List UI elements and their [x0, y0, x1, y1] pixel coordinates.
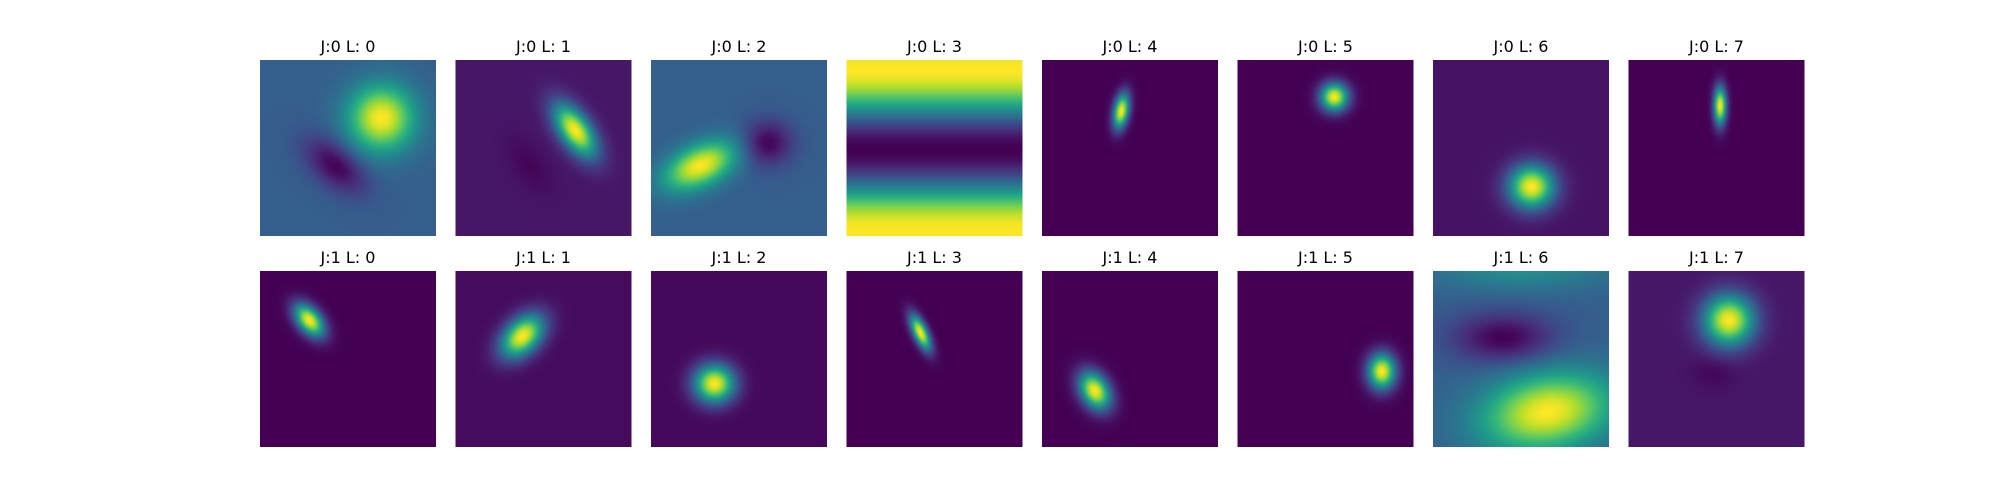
- panel-title: J:0 L: 0: [320, 37, 376, 56]
- heatmap-panel-3: [846, 60, 1023, 236]
- panel-title: J:1 L: 3: [906, 248, 962, 267]
- panel-title: J:1 L: 0: [320, 248, 376, 267]
- heatmap-panel-13: [1237, 271, 1414, 447]
- panel-title: J:0 L: 3: [906, 37, 962, 56]
- heatmap-panel-11: [846, 271, 1023, 447]
- panel-title: J:1 L: 6: [1493, 248, 1549, 267]
- panels-group: J:0 L: 0 J:0 L: 1 J:0 L: 2 J:0 L: 3 J:0 L: 4…: [260, 37, 1805, 447]
- heatmap-panel-5: [1237, 60, 1414, 236]
- panel-title: J:1 L: 7: [1688, 248, 1744, 267]
- heatmap-panel-1: [455, 60, 632, 236]
- panel-title: J:0 L: 7: [1688, 37, 1744, 56]
- heatmap-panel-8: [260, 271, 436, 447]
- panel-title: J:0 L: 1: [515, 37, 571, 56]
- heatmap-panel-15: [1628, 271, 1805, 447]
- panel-title: J:1 L: 5: [1297, 248, 1353, 267]
- heatmap-panel-12: [1042, 271, 1218, 447]
- heatmap-panel-2: [651, 60, 827, 236]
- panel-title: J:1 L: 2: [711, 248, 767, 267]
- heatmap-panel-4: [1042, 60, 1218, 236]
- heatmap-panel-9: [455, 271, 632, 447]
- panel-title: J:0 L: 2: [711, 37, 767, 56]
- heatmap-panel-7: [1628, 60, 1805, 236]
- panel-title: J:0 L: 5: [1297, 37, 1353, 56]
- heatmap-panel-6: [1433, 60, 1609, 236]
- panel-title: J:1 L: 4: [1102, 248, 1158, 267]
- panel-title: J:0 L: 6: [1493, 37, 1549, 56]
- heatmap-panel-14: [1433, 271, 1609, 447]
- panel-title: J:1 L: 1: [515, 248, 571, 267]
- heatmap-panel-10: [651, 271, 827, 447]
- heatmap-panel-0: [260, 60, 436, 236]
- panel-title: J:0 L: 4: [1102, 37, 1158, 56]
